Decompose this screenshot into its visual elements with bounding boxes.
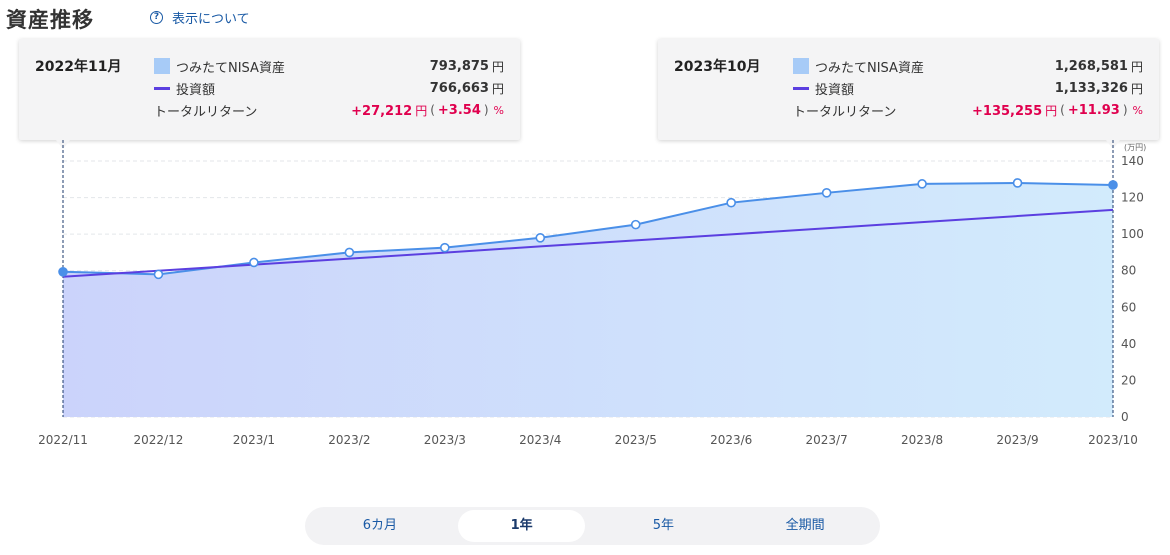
return-pct: +3.54: [437, 102, 481, 118]
period-selector: 6カ月 1年 5年 全期間: [305, 507, 880, 545]
pct-unit: %: [1132, 103, 1143, 117]
invest-legend-swatch: [793, 86, 809, 90]
unit-yen: 円: [1130, 81, 1143, 96]
invest-label: 投資額: [815, 82, 855, 98]
asset-label: つみたてNISA資産: [815, 60, 924, 76]
x-tick-label: 2023/1: [233, 433, 275, 447]
tooltip-invest-row: 投資額 1,133,326 円: [793, 78, 1143, 98]
asset-label: つみたてNISA資産: [176, 60, 285, 76]
unit-yen: 円: [491, 81, 504, 96]
asset-value: 1,268,581: [1054, 58, 1128, 74]
unit-yen: 円: [415, 103, 428, 118]
y-tick-label: 100: [1121, 227, 1144, 241]
return-value: +135,255: [972, 103, 1043, 119]
pct-unit: %: [493, 103, 504, 117]
x-tick-label: 2023/3: [424, 433, 466, 447]
page-title: 資産推移: [6, 8, 94, 32]
paren-open: (: [430, 103, 435, 117]
asset-data-point: [153, 269, 164, 280]
asset-data-point: [249, 257, 259, 268]
x-tick-label: 2023/9: [996, 433, 1038, 447]
y-tick-label: 140: [1121, 154, 1144, 168]
asset-data-point: [630, 219, 641, 230]
invest-value: 766,663: [429, 80, 489, 96]
unit-yen: 円: [491, 59, 504, 74]
x-tick-label: 2023/4: [519, 433, 561, 447]
asset-data-point: [1012, 178, 1023, 188]
x-tick-label: 2023/10: [1088, 433, 1138, 447]
x-tick-label: 2023/8: [901, 433, 943, 447]
y-tick-label: 20: [1121, 373, 1136, 387]
y-tick-label: 60: [1121, 300, 1136, 314]
asset-data-point: [1108, 180, 1118, 190]
y-tick-label: 0: [1121, 410, 1129, 424]
return-label: トータルリターン: [793, 104, 897, 120]
x-tick-label: 2023/2: [328, 433, 370, 447]
asset-legend-swatch: [793, 58, 809, 74]
tooltip-asset-row: つみたてNISA資産 793,875 円: [154, 56, 504, 76]
tooltip-start: 2022年11月 つみたてNISA資産 793,875 円 投資額 766,663…: [19, 39, 520, 140]
tooltip-date: 2023年10月: [674, 59, 761, 75]
asset-data-point: [917, 179, 927, 189]
asset-value: 793,875: [429, 58, 489, 74]
asset-series-line: [62, 181, 1114, 276]
tooltip-return-row: トータルリターン +135,255 円 ( +11.93 ) %: [793, 100, 1143, 120]
y-tick-label: 80: [1121, 264, 1136, 278]
return-value-group: +135,255 円: [972, 102, 1057, 119]
x-tick-label: 2022/12: [134, 433, 184, 447]
period-all-button[interactable]: 全期間: [785, 518, 825, 533]
tooltip-return-row: トータルリターン +27,212 円 ( +3.54 ) %: [154, 100, 504, 120]
help-link-label: 表示について: [172, 12, 250, 27]
tooltip-start-pointer: [56, 140, 70, 149]
x-tick-label: 2022/11: [38, 433, 88, 447]
paren-open: (: [1060, 103, 1065, 117]
tooltip-date: 2022年11月: [35, 59, 122, 75]
invest-series-line: [62, 208, 1114, 278]
invest-legend-swatch: [154, 86, 170, 90]
x-tick-label: 2023/5: [615, 433, 657, 447]
question-circle-icon: ?: [150, 11, 163, 24]
return-pct: +11.93: [1067, 102, 1120, 118]
invest-value: 1,133,326: [1054, 80, 1128, 96]
unit-yen: 円: [1045, 103, 1058, 118]
x-tick-label: 2023/6: [710, 433, 752, 447]
asset-area-fill: [63, 182, 1113, 417]
period-5-years-button[interactable]: 5年: [652, 518, 675, 533]
period-1-year-button[interactable]: 1年: [458, 510, 586, 542]
asset-data-point: [726, 197, 736, 208]
y-tick-label: 120: [1121, 191, 1144, 205]
period-6-months-button[interactable]: 6カ月: [362, 518, 398, 533]
unit-yen: 円: [1130, 59, 1143, 74]
tooltip-end-pointer: [1106, 140, 1120, 149]
return-label: トータルリターン: [154, 104, 258, 120]
tooltip-invest-row: 投資額 766,663 円: [154, 78, 504, 98]
y-unit-label: (万円): [1124, 143, 1146, 152]
asset-legend-swatch: [154, 58, 170, 74]
paren-close: ): [483, 103, 489, 117]
x-tick-label: 2023/7: [806, 433, 848, 447]
asset-data-point: [58, 267, 68, 277]
asset-data-point: [821, 188, 832, 198]
asset-data-point: [535, 233, 546, 243]
invest-label: 投資額: [176, 82, 216, 98]
tooltip-end: 2023年10月 つみたてNISA資産 1,268,581 円 投資額 1,133…: [658, 39, 1159, 140]
return-value-group: +27,212 円: [351, 102, 427, 119]
return-value: +27,212: [351, 103, 413, 119]
y-tick-label: 40: [1121, 337, 1136, 351]
help-link[interactable]: ? 表示について: [150, 8, 250, 27]
asset-data-point: [440, 242, 450, 253]
paren-close: ): [1122, 103, 1128, 117]
tooltip-asset-row: つみたてNISA資産 1,268,581 円: [793, 56, 1143, 76]
asset-history-chart[interactable]: 0 20 40 60 80 100 120 140 (万円) 2022/11 2022/12 2023…: [0, 140, 1170, 460]
asset-data-point: [344, 247, 355, 258]
